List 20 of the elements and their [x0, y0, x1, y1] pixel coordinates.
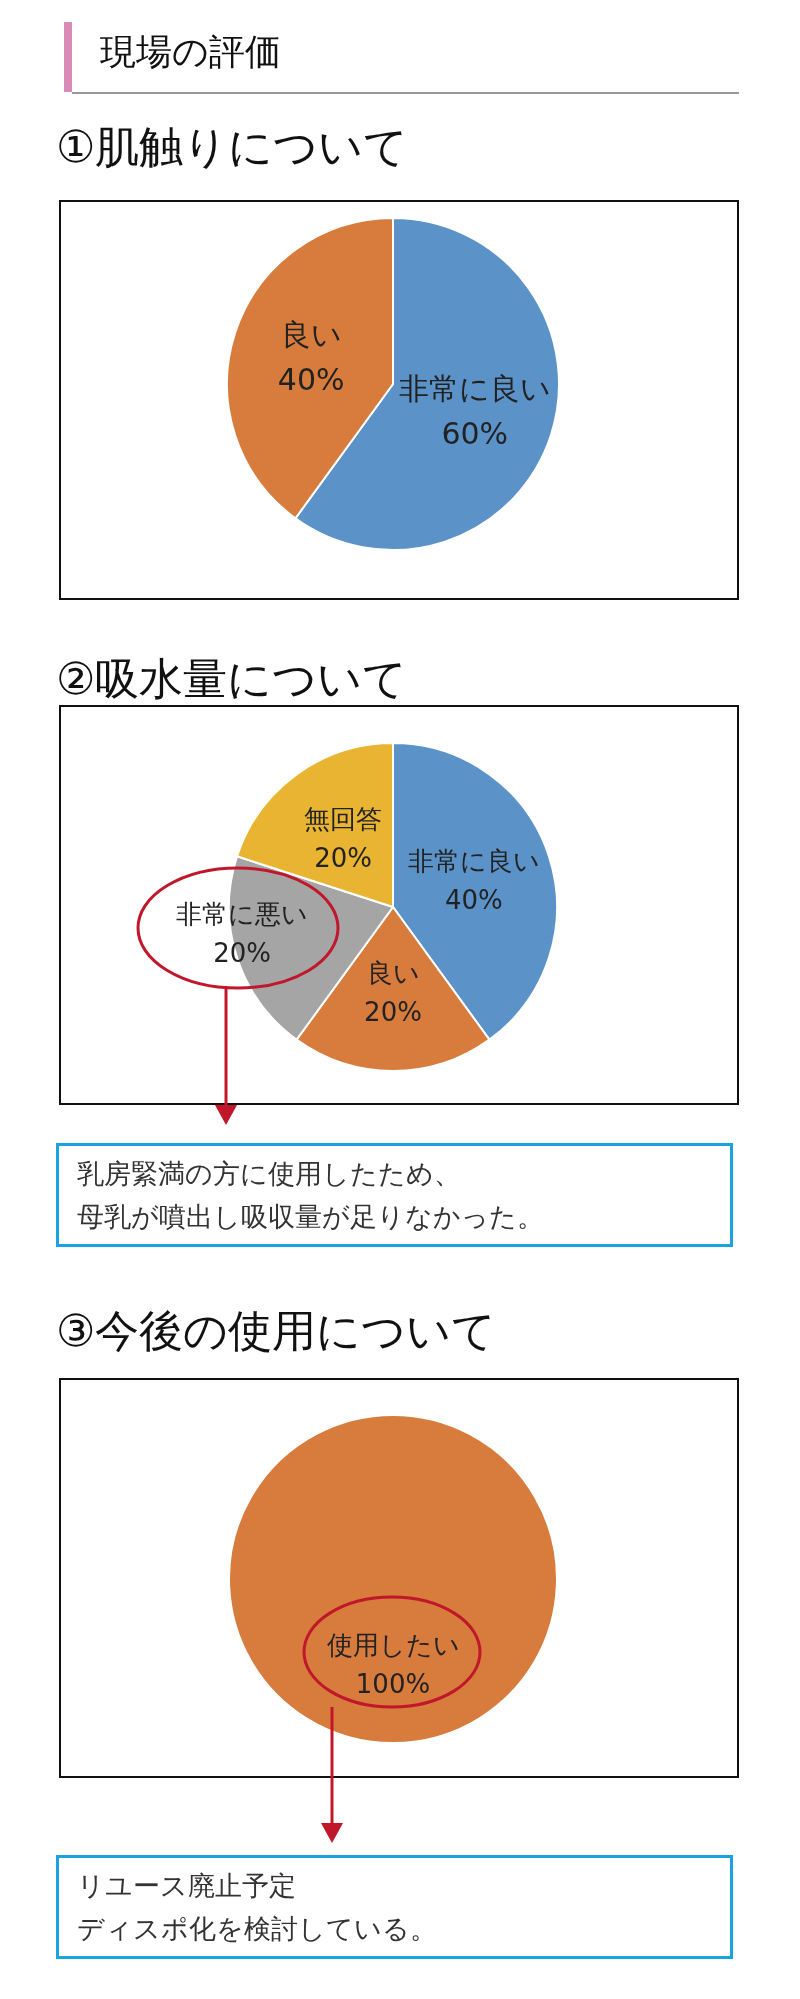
slice-label: 非常に良い	[407, 846, 540, 877]
chart-title: ③今後の使用について	[56, 1304, 497, 1358]
slice-label: 無回答	[304, 803, 383, 834]
slice-label: 使用したい	[326, 1629, 460, 1660]
text: 乳房緊満の方に使用したため、母乳が噴出し吸収量が足りなかった。	[77, 1157, 545, 1235]
slice-label: 良い	[280, 317, 342, 353]
data-label: 60%	[441, 415, 509, 451]
slice-label: 非常に良い	[398, 370, 551, 406]
chart-title: ①肌触りについて	[56, 120, 409, 174]
chart-title: ②吸水量について	[56, 652, 408, 706]
slice-label: 良い	[366, 957, 420, 988]
data-label: 40%	[277, 362, 345, 398]
text: ディスポ化を検討している。	[77, 1912, 438, 1947]
data-label: 100%	[355, 1668, 431, 1699]
text: 現場の評価	[100, 30, 281, 74]
data-label: 20%	[364, 996, 422, 1027]
data-label: 20%	[314, 842, 372, 873]
text: リユース廃止予定	[77, 1869, 297, 1903]
data-label: 40%	[444, 885, 503, 916]
slice-label: 非常に悪い	[176, 898, 309, 929]
